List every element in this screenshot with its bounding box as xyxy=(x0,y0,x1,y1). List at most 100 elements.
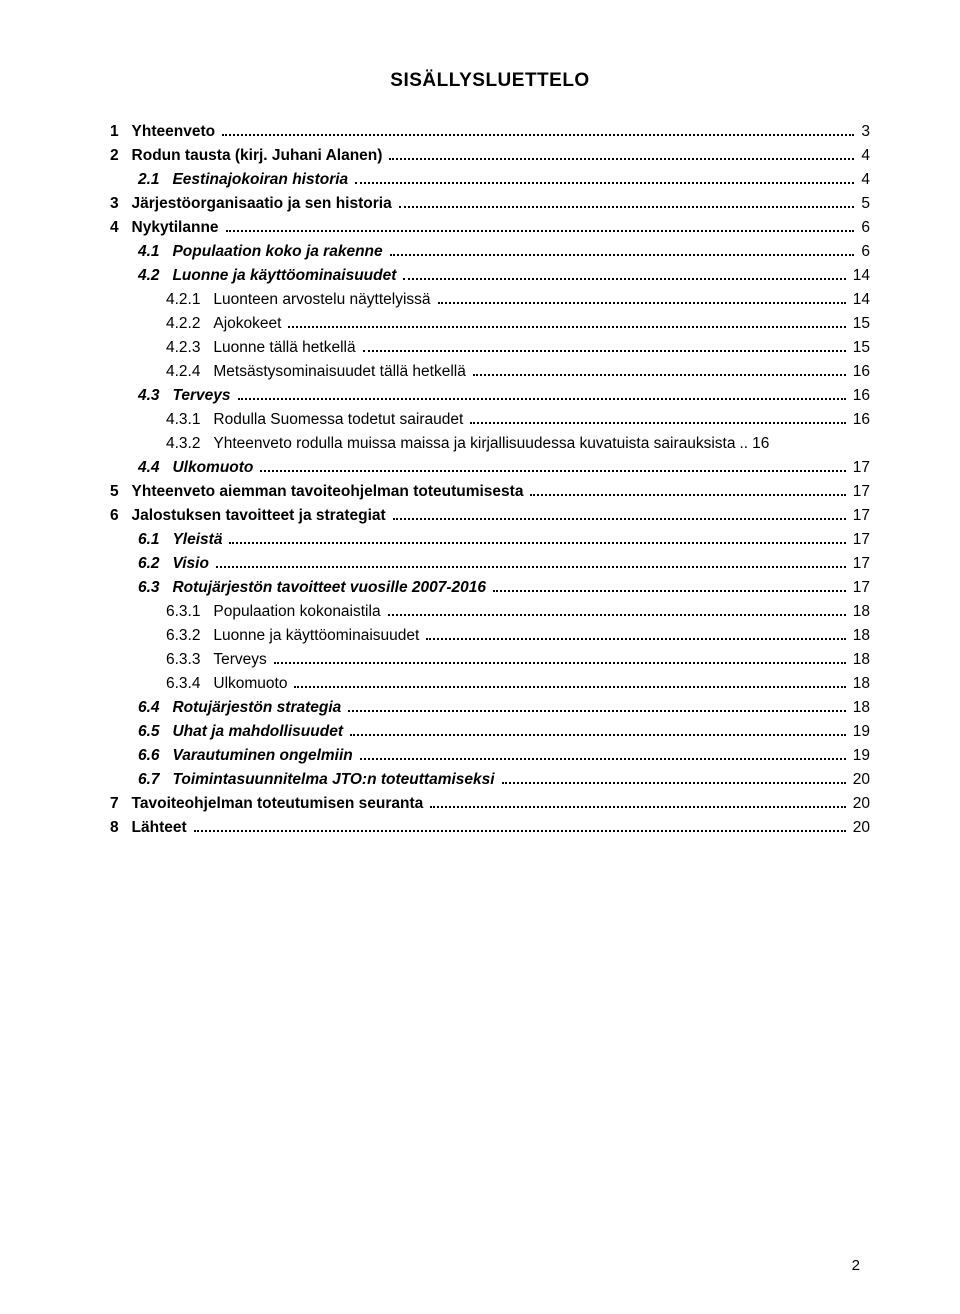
toc-entry: 6.3.2 Luonne ja käyttöominaisuudet18 xyxy=(110,624,870,648)
toc-entry-label: 4.4 Ulkomuoto xyxy=(138,456,257,480)
toc-entry-page: 15 xyxy=(849,336,870,360)
toc-dots xyxy=(194,818,846,832)
toc-entry-page: 17 xyxy=(849,504,870,528)
toc-dots xyxy=(260,458,845,472)
toc-entry-page: 6 xyxy=(857,240,870,264)
toc-entry: 4.3 Terveys 16 xyxy=(110,384,870,408)
toc-dots xyxy=(229,530,845,544)
toc-entry-label: 5 Yhteenveto aiemman tavoiteohjelman tot… xyxy=(110,480,527,504)
toc-entry: 7 Tavoiteohjelman toteutumisen seuranta 2… xyxy=(110,792,870,816)
toc-entry-label: 6.2 Visio xyxy=(138,552,213,576)
toc-entry-label: 6.4 Rotujärjestön strategia xyxy=(138,696,345,720)
toc-dots xyxy=(222,122,854,136)
toc-entry: 6.4 Rotujärjestön strategia 18 xyxy=(110,696,870,720)
toc-entry-page: 6 xyxy=(857,216,870,240)
toc-dots xyxy=(430,794,846,808)
toc-entry-page: 16 xyxy=(748,432,769,456)
toc-entry-page: 20 xyxy=(849,768,870,792)
toc-entry-label: 3 Järjestöorganisaatio ja sen historia xyxy=(110,192,396,216)
toc-dots xyxy=(470,410,845,424)
toc-entry: 1 Yhteenveto 3 xyxy=(110,120,870,144)
toc-entry-label: 6 Jalostuksen tavoitteet ja strategiat xyxy=(110,504,390,528)
toc-dots xyxy=(226,218,855,232)
toc-entry-page: 14 xyxy=(849,288,870,312)
toc-entry: 8 Lähteet20 xyxy=(110,816,870,840)
toc-entry: 6.3.3 Terveys18 xyxy=(110,648,870,672)
toc-entry-page: 16 xyxy=(849,384,870,408)
page-title: SISÄLLYSLUETTELO xyxy=(110,70,870,92)
toc-entry-page: 19 xyxy=(849,720,870,744)
toc-dots xyxy=(399,194,855,208)
toc-entry-label: 2 Rodun tausta (kirj. Juhani Alanen) xyxy=(110,144,386,168)
toc-entry-page: 18 xyxy=(849,600,870,624)
toc-entry-label: 4.3.2 Yhteenveto rodulla muissa maissa j… xyxy=(166,432,739,456)
toc-entry: 4.2.3 Luonne tällä hetkellä 15 xyxy=(110,336,870,360)
toc-dots xyxy=(530,482,845,496)
toc-entry-label: 4.2.1 Luonteen arvostelu näyttelyissä xyxy=(166,288,435,312)
toc-entry: 6.3.1 Populaation kokonaistila18 xyxy=(110,600,870,624)
toc-entry: 6.7 Toimintasuunnitelma JTO:n toteuttami… xyxy=(110,768,870,792)
toc-entry-page: 4 xyxy=(857,168,870,192)
toc-dots xyxy=(390,242,855,256)
toc-entry-page: 4 xyxy=(857,144,870,168)
toc-entry-label: 6.3 Rotujärjestön tavoitteet vuosille 20… xyxy=(138,576,490,600)
toc-entry-page: 17 xyxy=(849,576,870,600)
toc-dots xyxy=(388,602,846,616)
toc-entry: 2.1 Eestinajokoiran historia 4 xyxy=(110,168,870,192)
toc-dots xyxy=(403,266,845,280)
toc-entry-label: 6.3.4 Ulkomuoto xyxy=(166,672,291,696)
toc-entry-page: 16 xyxy=(849,360,870,384)
toc-entry-label: 7 Tavoiteohjelman toteutumisen seuranta xyxy=(110,792,427,816)
toc-entry-label: 6.5 Uhat ja mahdollisuudet xyxy=(138,720,347,744)
toc-entry-page: 15 xyxy=(849,312,870,336)
toc-entry: 4.2.2 Ajokokeet15 xyxy=(110,312,870,336)
toc-entry: 4.2.4 Metsästysominaisuudet tällä hetkel… xyxy=(110,360,870,384)
toc-dots xyxy=(473,362,846,376)
toc-entry-label: 6.6 Varautuminen ongelmiin xyxy=(138,744,357,768)
toc-entry-label: 4.3.1 Rodulla Suomessa todetut sairaudet xyxy=(166,408,467,432)
toc-entry-page: 20 xyxy=(849,816,870,840)
toc-entry: 6.1 Yleistä17 xyxy=(110,528,870,552)
toc-entry-page: 17 xyxy=(849,456,870,480)
toc-dots xyxy=(389,146,854,160)
toc-entry: 6.5 Uhat ja mahdollisuudet 19 xyxy=(110,720,870,744)
toc-dots xyxy=(288,314,845,328)
toc-entry-page: 3 xyxy=(857,120,870,144)
toc-entry-label: 4.1 Populaation koko ja rakenne xyxy=(138,240,387,264)
toc-entry-label: 4.3 Terveys xyxy=(138,384,235,408)
toc-entry: 4 Nykytilanne 6 xyxy=(110,216,870,240)
toc-entry-page: 20 xyxy=(849,792,870,816)
toc-dots xyxy=(360,746,846,760)
toc-entry-page: 14 xyxy=(849,264,870,288)
toc-dots xyxy=(393,506,846,520)
toc-dots xyxy=(355,170,854,184)
toc-entry: 2 Rodun tausta (kirj. Juhani Alanen) 4 xyxy=(110,144,870,168)
toc-dots xyxy=(502,770,846,784)
toc-dots xyxy=(493,578,846,592)
toc-entry-page: 19 xyxy=(849,744,870,768)
toc-dots-short: .. xyxy=(739,432,748,456)
toc-entry-label: 4.2 Luonne ja käyttöominaisuudet xyxy=(138,264,400,288)
toc-entry-page: 18 xyxy=(849,696,870,720)
toc-entry-label: 6.7 Toimintasuunnitelma JTO:n toteuttami… xyxy=(138,768,499,792)
toc-entry-label: 4 Nykytilanne xyxy=(110,216,223,240)
toc-entry-label: 6.3.3 Terveys xyxy=(166,648,271,672)
toc-dots xyxy=(363,338,846,352)
toc-entry: 5 Yhteenveto aiemman tavoiteohjelman tot… xyxy=(110,480,870,504)
toc-entry-label: 1 Yhteenveto xyxy=(110,120,219,144)
toc-entry-page: 5 xyxy=(857,192,870,216)
toc-entry-page: 18 xyxy=(849,624,870,648)
toc-entry: 4.4 Ulkomuoto 17 xyxy=(110,456,870,480)
toc-entry-label: 2.1 Eestinajokoiran historia xyxy=(138,168,352,192)
toc-entry: 4.3.2 Yhteenveto rodulla muissa maissa j… xyxy=(110,432,870,456)
toc-entry-label: 4.2.3 Luonne tällä hetkellä xyxy=(166,336,360,360)
toc-entry-label: 4.2.4 Metsästysominaisuudet tällä hetkel… xyxy=(166,360,470,384)
toc-entry: 3 Järjestöorganisaatio ja sen historia 5 xyxy=(110,192,870,216)
page-number: 2 xyxy=(852,1257,860,1274)
toc-entry-page: 18 xyxy=(849,672,870,696)
toc-entry-page: 16 xyxy=(849,408,870,432)
toc-dots xyxy=(216,554,846,568)
toc-dots xyxy=(294,674,845,688)
toc-entry: 6 Jalostuksen tavoitteet ja strategiat 17 xyxy=(110,504,870,528)
toc-entry: 6.3 Rotujärjestön tavoitteet vuosille 20… xyxy=(110,576,870,600)
